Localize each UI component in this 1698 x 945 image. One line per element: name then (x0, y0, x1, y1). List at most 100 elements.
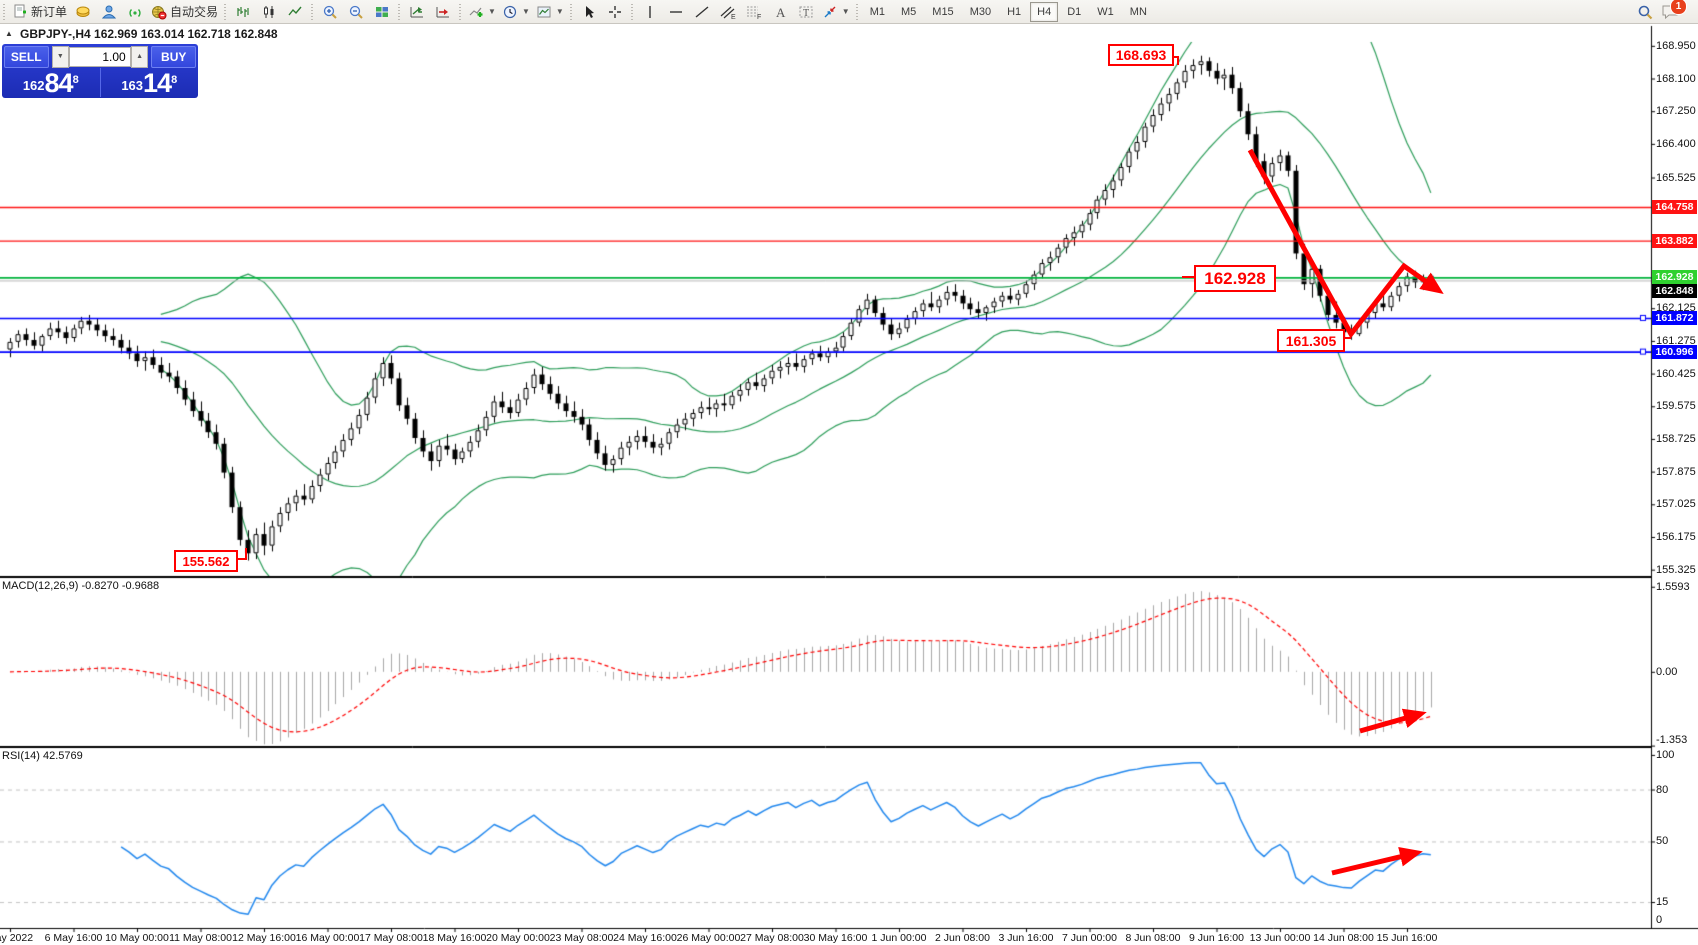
timeframe-m1[interactable]: M1 (869, 5, 885, 18)
price-badge-162928: 162.928 (1652, 270, 1697, 285)
macd-axis-tick: 0.00 (1656, 665, 1678, 678)
timeframe-h1[interactable]: H1 (1007, 5, 1022, 18)
time-axis-label: 18 May 16:00 (422, 932, 487, 944)
horizontal-line-icon (669, 10, 682, 13)
time-axis-label: 14 Jun 08:00 (1313, 932, 1374, 944)
coin-icon (76, 6, 90, 17)
auto-scroll-button[interactable] (404, 1, 430, 23)
line-chart-icon (288, 6, 302, 15)
timeframe-m5[interactable]: M5 (901, 5, 917, 18)
search-icon (1638, 5, 1653, 19)
trendline-icon (695, 5, 709, 18)
templates-button[interactable]: ▼ (533, 1, 567, 23)
buy-price[interactable]: 163 14 8 (101, 68, 199, 97)
annotation-price-155562[interactable]: 155.562 (174, 550, 238, 572)
trendline-button[interactable] (689, 1, 715, 23)
tile-windows-button[interactable] (369, 1, 395, 23)
svg-text:T: T (803, 8, 809, 19)
equidistant-channel-button[interactable]: E (715, 1, 741, 23)
toolbar-grip (223, 3, 229, 20)
annotation-price-168693[interactable]: 168.693 (1108, 44, 1174, 66)
volume-decrease-button[interactable]: ▼ (51, 45, 70, 68)
tile-windows-icon (376, 6, 389, 17)
search-button[interactable] (1632, 1, 1658, 23)
text-label-button[interactable]: T (793, 1, 819, 23)
time-axis-label: 17 May 08:00 (359, 932, 423, 944)
price-badge-161872: 161.872 (1652, 310, 1697, 325)
crosshair-button[interactable] (602, 1, 628, 23)
vertical-line-button[interactable] (637, 1, 663, 23)
sell-price[interactable]: 162 84 8 (2, 68, 101, 97)
shapes-button[interactable]: ▼ (819, 1, 853, 23)
zoom-out-button[interactable] (343, 1, 369, 23)
shapes-arrows-icon (824, 6, 836, 17)
rsi-axis-tick: 80 (1656, 783, 1669, 796)
candlestick-button[interactable] (256, 1, 282, 23)
market-watch-button[interactable] (96, 1, 122, 23)
time-axis-label: 12 May 16:00 (232, 932, 296, 944)
timeframe-w1[interactable]: W1 (1097, 5, 1114, 18)
chart-shift-button[interactable] (430, 1, 456, 23)
text-button[interactable]: A (767, 1, 793, 23)
notifications-button[interactable]: 1 (1658, 0, 1687, 23)
signals-button[interactable] (122, 1, 148, 23)
macd-label: MACD(12,26,9) -0.8270 -0.9688 (2, 580, 160, 592)
text-label-icon: T (799, 6, 813, 19)
horizontal-line-button[interactable] (663, 1, 689, 23)
buy-price-figure: 163 (121, 78, 144, 93)
sell-price-big: 84 (44, 68, 74, 98)
text-a-icon: A (776, 5, 786, 20)
toolbar-grip (310, 3, 316, 20)
timeframe-d1[interactable]: D1 (1067, 5, 1082, 18)
timeframe-m15[interactable]: M15 (932, 5, 954, 18)
new-order-button[interactable]: 新订单 (9, 1, 70, 23)
line-chart-button[interactable] (282, 1, 308, 23)
price-axis-tick: 168.100 (1656, 72, 1696, 85)
time-axis-label: 30 May 16:00 (803, 932, 868, 944)
time-axis-label: 7 Jun 00:00 (1062, 932, 1117, 944)
time-axis-label: May 2022 (0, 932, 34, 944)
toolbar-grip (629, 3, 635, 20)
volume-input[interactable]: 1.00 (69, 46, 131, 67)
cursor-button[interactable] (576, 1, 602, 23)
timeframe-m30[interactable]: M30 (969, 5, 992, 18)
time-axis-label: 27 May 08:00 (740, 932, 804, 944)
clock-icon (503, 5, 517, 18)
price-badge-160996: 160.996 (1652, 344, 1697, 359)
annotation-price-161305[interactable]: 161.305 (1277, 329, 1345, 352)
volume-increase-button[interactable]: ▲ (130, 45, 149, 68)
sell-button[interactable]: SELL (4, 45, 49, 68)
timeframe-mn[interactable]: MN (1129, 5, 1147, 18)
dropdown-caret-icon: ▼ (521, 7, 530, 16)
annotation-price-162928[interactable]: 162.928 (1194, 265, 1276, 292)
vertical-line-icon (649, 5, 651, 18)
bar-chart-button[interactable] (230, 1, 256, 23)
buy-price-pip: 8 (171, 74, 178, 86)
autotrade-icon (152, 5, 167, 19)
buy-button[interactable]: BUY (151, 45, 196, 68)
annotation-connector (1177, 56, 1179, 65)
indicators-button[interactable]: ▼ (465, 1, 499, 23)
fibonacci-button[interactable]: F (741, 1, 767, 23)
ohlc-marker-icon[interactable]: ▲ (5, 29, 13, 38)
annotation-connector (1170, 56, 1179, 58)
price-axis-tick: 168.950 (1656, 39, 1696, 52)
zoom-in-button[interactable] (317, 1, 343, 23)
deposit-button[interactable] (70, 1, 96, 23)
timeframe-group: M1 M5 M15 M30 H1 H4 D1 W1 MN (862, 1, 1155, 22)
notification-badge: 1 (1670, 0, 1687, 15)
time-axis-label: 20 May 00:00 (486, 932, 550, 944)
timeframe-h4[interactable]: H4 (1030, 1, 1059, 22)
bar-chart-icon (237, 6, 249, 17)
price-badge-164758: 164.758 (1652, 200, 1697, 214)
time-axis-label: 23 May 08:00 (549, 932, 614, 944)
periods-button[interactable]: ▼ (499, 1, 533, 23)
annotation-connector (245, 548, 247, 560)
toolbar-grip (854, 3, 860, 20)
rsi-axis-tick: 100 (1656, 748, 1675, 761)
autotrading-button[interactable]: 自动交易 (148, 1, 221, 23)
price-axis-tick: 157.875 (1656, 465, 1696, 478)
crosshair-icon (608, 5, 621, 18)
toolbar-grip (397, 3, 403, 20)
